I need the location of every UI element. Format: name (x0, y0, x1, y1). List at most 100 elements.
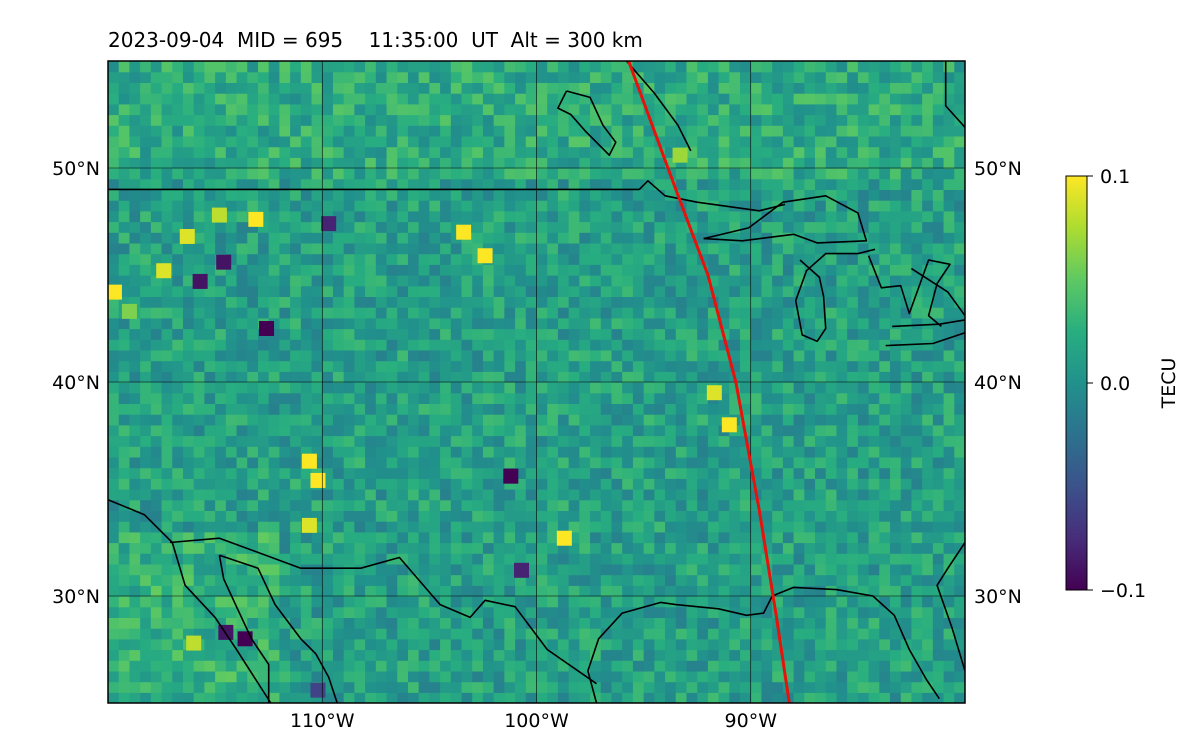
heatmap-cell (825, 221, 838, 233)
heatmap-cell (204, 456, 216, 469)
heatmap-cell (322, 424, 334, 437)
heatmap-cell (686, 168, 698, 180)
heatmap-cell (857, 157, 870, 169)
heatmap-cell (750, 178, 763, 190)
heatmap-cell (257, 339, 270, 351)
heatmap-cell (654, 82, 666, 94)
heatmap-cell (600, 200, 613, 212)
heatmap-cell (108, 553, 120, 565)
heatmap-cell (129, 670, 141, 683)
heatmap-cell (932, 681, 945, 693)
heatmap-cell (397, 371, 409, 383)
heatmap-cell (461, 467, 473, 479)
heatmap-cell (440, 660, 452, 672)
heatmap-cell (579, 606, 591, 618)
heatmap-cell (782, 521, 795, 533)
heatmap-cell (515, 328, 527, 340)
heatmap-cell (118, 638, 131, 651)
heatmap-cell (622, 114, 634, 126)
heatmap-cell (900, 349, 913, 362)
heatmap-cell (450, 392, 463, 404)
heatmap-cell (611, 670, 623, 683)
heatmap-cell (193, 681, 206, 693)
heatmap-cell (301, 517, 317, 533)
heatmap-cell (504, 103, 516, 116)
heatmap-cell (536, 489, 548, 501)
heatmap-cell (407, 606, 420, 618)
heatmap-cell (782, 435, 795, 447)
heatmap-cell (407, 542, 420, 554)
heatmap-cell (804, 617, 816, 629)
heatmap-cell (515, 435, 527, 447)
heatmap-cell (397, 103, 409, 116)
heatmap-cell (343, 168, 355, 180)
heatmap-cell (718, 61, 730, 73)
heatmap-cell (600, 382, 613, 394)
heatmap-cell (525, 563, 538, 576)
heatmap-cell (354, 542, 366, 554)
heatmap-cell (643, 489, 655, 501)
heatmap-cell (718, 692, 730, 703)
heatmap-cell (836, 435, 848, 447)
heatmap-cell (536, 563, 548, 576)
heatmap-cell (161, 670, 173, 683)
heatmap-cell (675, 596, 688, 608)
heatmap-cell (622, 210, 634, 223)
heatmap-cell (922, 189, 934, 201)
heatmap-cell (129, 93, 141, 105)
heatmap-cell (461, 478, 473, 490)
heatmap-cell (686, 135, 698, 148)
heatmap-cell (729, 638, 741, 651)
heatmap-cell (772, 521, 784, 533)
heatmap-cell (707, 617, 720, 629)
heatmap-cell (429, 371, 441, 383)
heatmap-cell (707, 189, 720, 201)
heatmap-cell (365, 692, 377, 703)
heatmap-cell (632, 478, 645, 490)
heatmap-cell (343, 617, 355, 629)
heatmap-cell (536, 596, 548, 608)
heatmap-cell (204, 103, 216, 116)
heatmap-cell (932, 296, 945, 308)
heatmap-cell (118, 264, 131, 276)
heatmap-cell (172, 253, 184, 265)
heatmap-cell (290, 328, 302, 340)
heatmap-cell (108, 210, 120, 223)
heatmap-cell (375, 168, 388, 180)
heatmap-cell (515, 510, 527, 522)
heatmap-cell (557, 221, 570, 233)
heatmap-cell (108, 253, 120, 265)
heatmap-cell (943, 585, 955, 597)
heatmap-cell (836, 424, 848, 437)
heatmap-cell (590, 660, 602, 672)
heatmap-cell (365, 574, 377, 586)
heatmap-cell (311, 617, 323, 629)
heatmap-cell (290, 339, 302, 351)
heatmap-cell (129, 221, 141, 233)
heatmap-cell (493, 414, 505, 426)
heatmap-cell (268, 189, 280, 201)
heatmap-cell (772, 360, 784, 372)
heatmap-cell (815, 232, 827, 244)
heatmap-cell (772, 210, 784, 223)
heatmap-cell (343, 681, 355, 693)
heatmap-cell (740, 392, 752, 404)
heatmap-cell (236, 146, 248, 158)
heatmap-cell (311, 596, 323, 608)
heatmap-cell (836, 210, 848, 223)
heatmap-cell (643, 307, 655, 319)
heatmap-cell (665, 200, 677, 212)
heatmap-cell (236, 360, 248, 372)
heatmap-cell (547, 467, 559, 479)
heatmap-cell (182, 82, 195, 94)
heatmap-cell (697, 114, 709, 126)
heatmap-cell (740, 638, 752, 651)
heatmap-cell (654, 371, 666, 383)
heatmap-cell (418, 307, 430, 319)
heatmap-cell (375, 574, 388, 586)
heatmap-cell (279, 200, 291, 212)
heatmap-cell (140, 628, 152, 640)
heatmap-cell (686, 82, 698, 94)
heatmap-cell (557, 339, 570, 351)
heatmap-cell (525, 456, 538, 469)
